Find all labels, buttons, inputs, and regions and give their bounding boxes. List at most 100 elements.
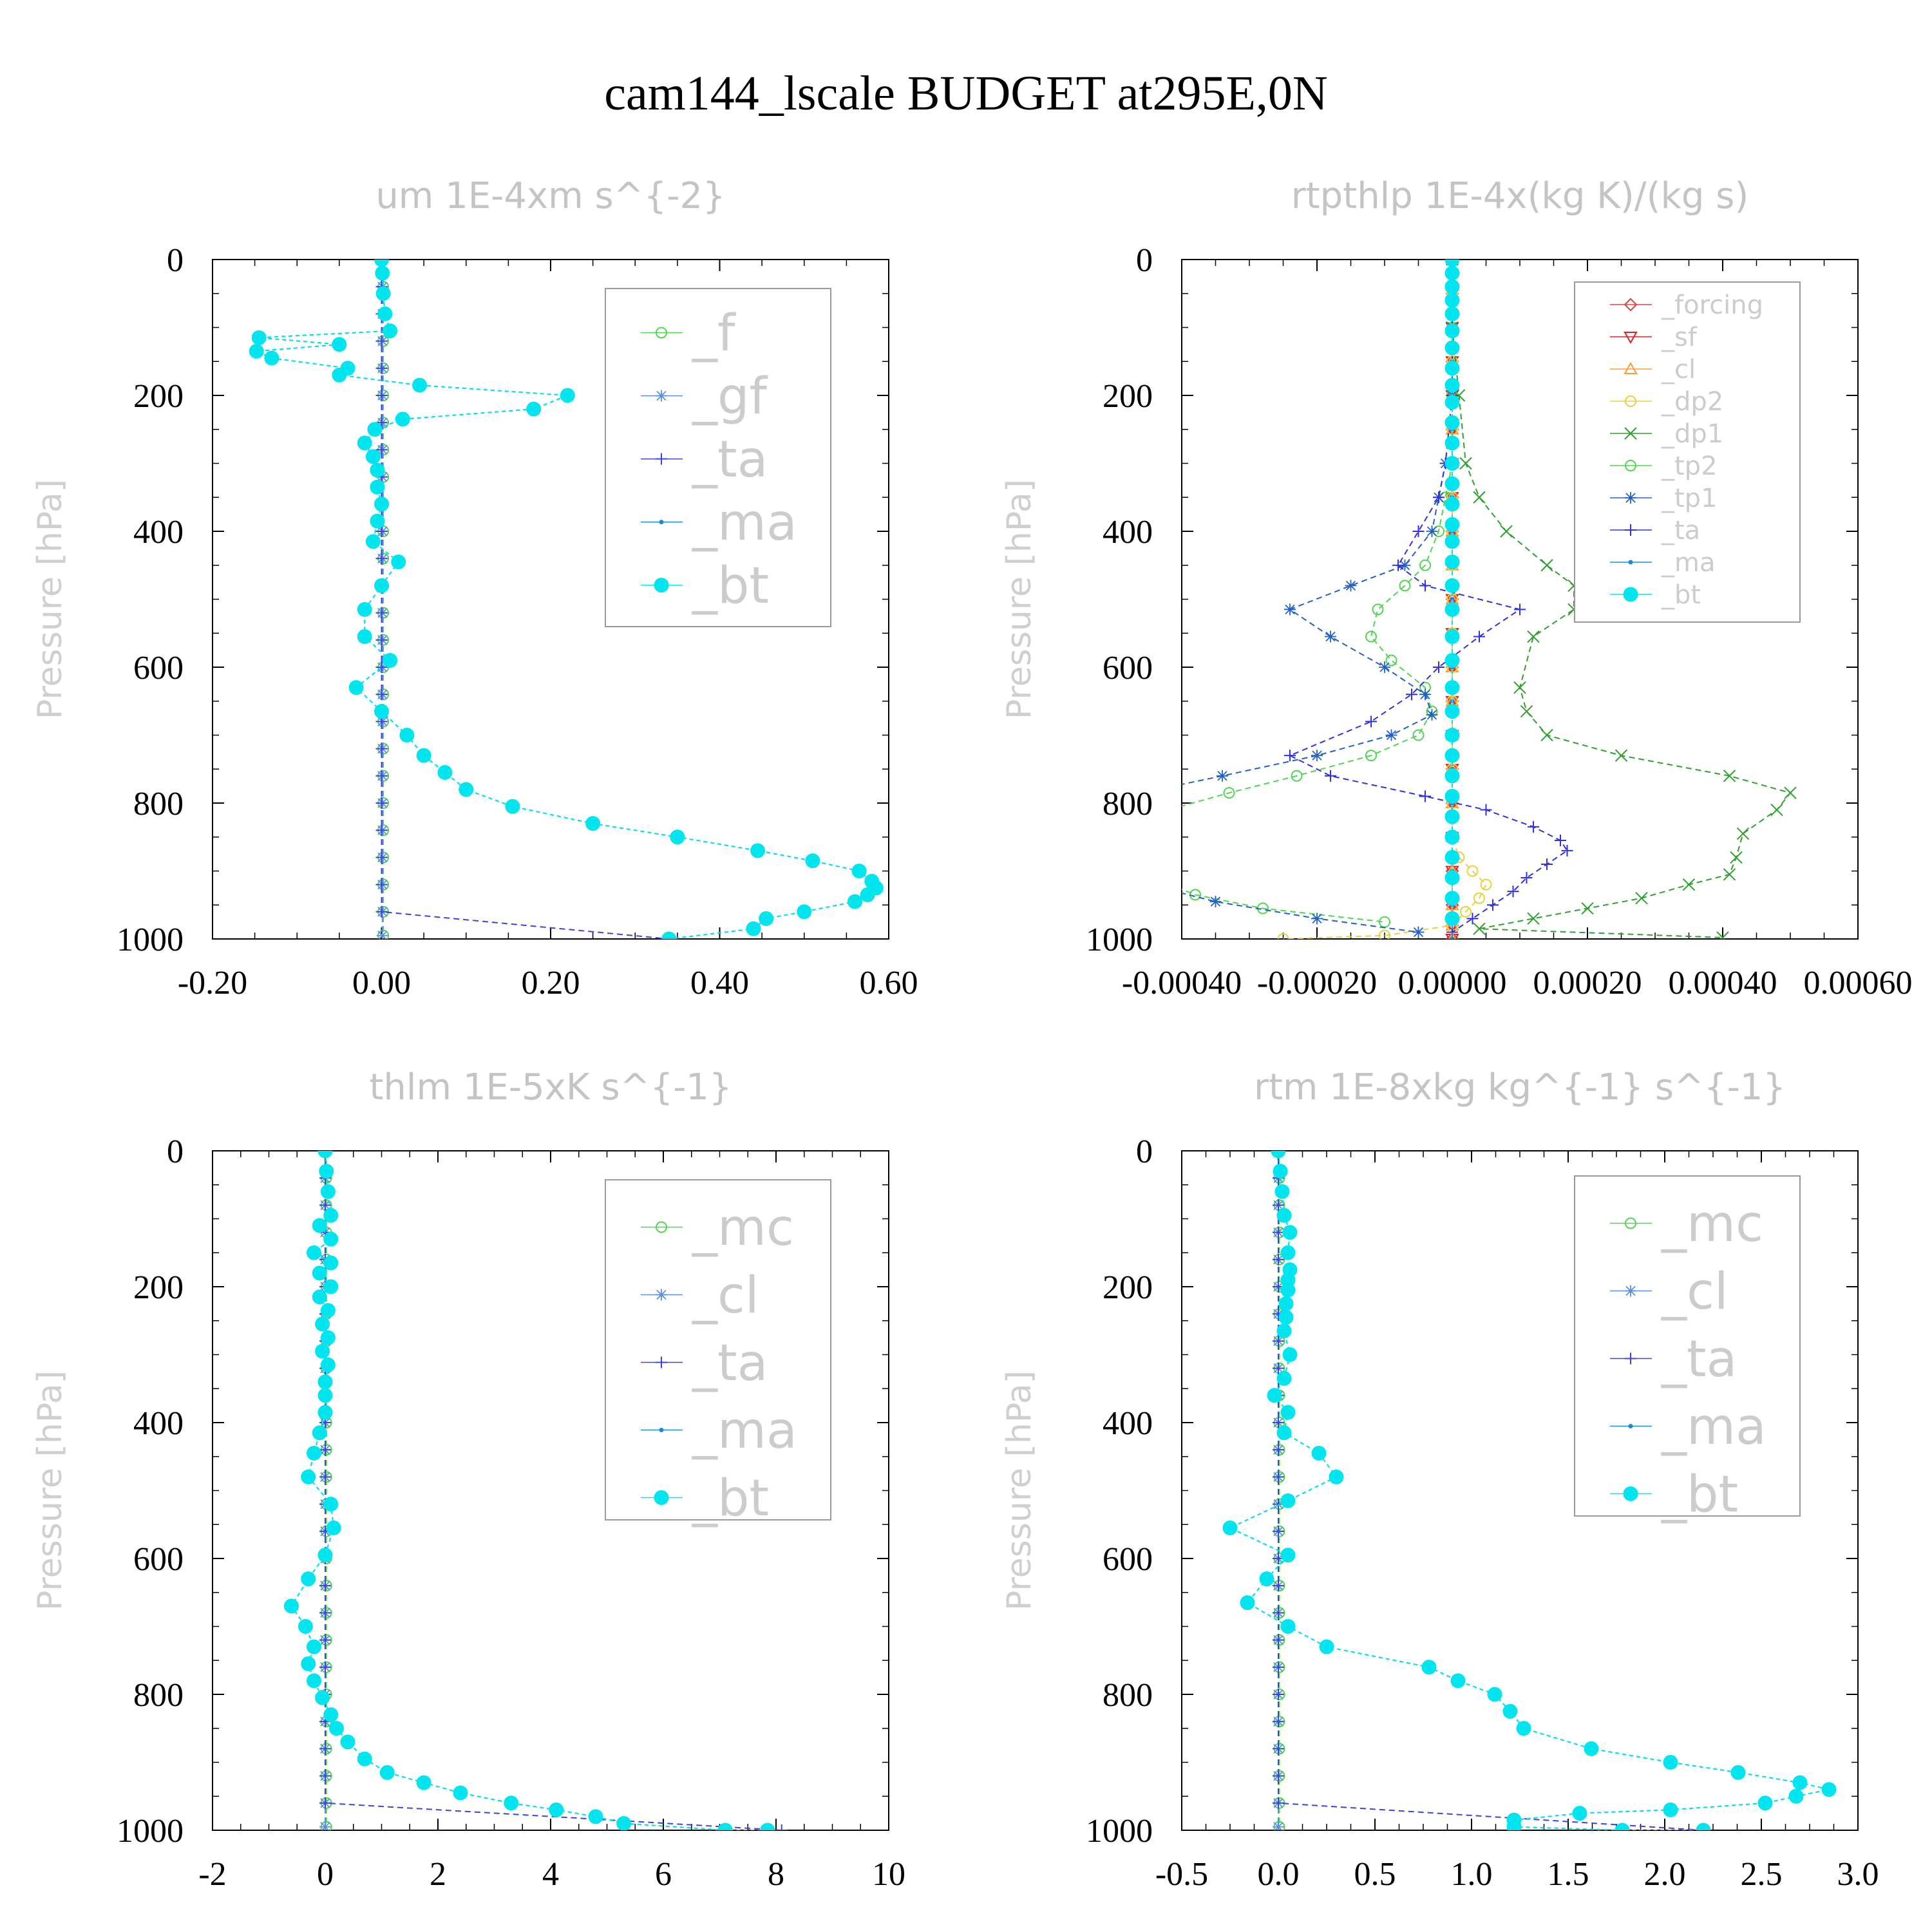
series-point-bt-15 <box>320 1357 336 1372</box>
x-tick-label: 0.00020 <box>1533 965 1642 1001</box>
series-point-bt-20 <box>307 1445 321 1461</box>
series-point-bt-35 <box>585 816 601 831</box>
series-point-bt-14 <box>1267 1388 1282 1403</box>
series-point-bt-8 <box>312 1265 327 1281</box>
legend-entry-ta: _ta <box>1610 516 1700 545</box>
series-point-ta-21 <box>1520 872 1533 884</box>
series-point-bt-11 <box>1444 435 1460 451</box>
series-point-ta-11 <box>319 1444 331 1456</box>
series-point-bt-10 <box>1278 1309 1294 1325</box>
series-point-bt-16 <box>1444 534 1460 549</box>
series-point-bt-16 <box>1276 1425 1292 1441</box>
y-tick-label: 200 <box>1103 378 1153 415</box>
series-point-bt-2 <box>1274 1184 1290 1199</box>
series-point-bt-4 <box>1444 306 1460 321</box>
x-tick-label: -0.00020 <box>1257 965 1377 1001</box>
series-point-ma-20 <box>1450 936 1455 939</box>
series-point-bt-26 <box>284 1598 299 1614</box>
legend-swatch-marker-0 <box>1625 1217 1636 1229</box>
series-point-dp2-20 <box>1480 878 1492 891</box>
series-point-bt-39 <box>504 1795 519 1811</box>
series-point-dp2-25 <box>1277 933 1289 939</box>
series-point-bt-15 <box>367 422 383 437</box>
series-point-tp2-10 <box>1385 654 1397 667</box>
series-point-bt-10 <box>332 367 347 383</box>
series-point-bt-25 <box>1444 748 1460 763</box>
legend-entry-ta: _ta <box>641 431 768 489</box>
series-point-ta-9 <box>1473 630 1485 643</box>
series-point-bt-14 <box>315 1343 330 1359</box>
series-point-bt-37 <box>1757 1795 1773 1811</box>
series-point-ta-2 <box>319 1199 331 1211</box>
x-tick-label: 2.0 <box>1644 1856 1686 1893</box>
series-point-bt-19 <box>1444 601 1460 617</box>
legend: _forcing _sf _cl _dp2_dp1_tp2 _tp1 _ta _ma_bt <box>1574 281 1801 623</box>
series-point-dp2-24 <box>1379 929 1390 939</box>
series-point-bt-36 <box>1788 1788 1804 1804</box>
series-point-ta-11 <box>1273 1444 1284 1456</box>
series-point-ta-18 <box>319 1634 331 1646</box>
series-point-bt-23 <box>326 1520 341 1536</box>
series-point-ta-7 <box>1419 580 1431 592</box>
series-point-tp2-13 <box>1412 729 1425 741</box>
y-tick-label: 600 <box>133 1541 184 1578</box>
x-tick-label: 0.00060 <box>1804 965 1913 1001</box>
legend-entry-sf: _sf <box>1610 323 1698 352</box>
series-point-ta-16 <box>319 1580 331 1592</box>
series-point-ta-4 <box>1433 491 1444 504</box>
y-tick-label: 1000 <box>1086 922 1153 958</box>
series-point-ta-14 <box>375 634 388 646</box>
legend-swatch-marker-0 <box>656 1289 667 1301</box>
series-point-bt-18 <box>1444 578 1460 593</box>
series-point-ta-18 <box>1273 1634 1284 1646</box>
series-point-bt-27 <box>383 652 398 668</box>
series-point-dp1-15 <box>1784 786 1797 799</box>
x-tick-label: -0.20 <box>178 965 247 1001</box>
series-point-bt-3 <box>323 1208 339 1223</box>
series-point-bt-15 <box>1280 1405 1296 1420</box>
series-point-ta-19 <box>375 770 388 782</box>
series-point-bt-31 <box>315 1690 330 1705</box>
series-point-bt-29 <box>374 704 389 719</box>
series-bt <box>249 260 884 939</box>
series-line-dp2 <box>1283 260 1487 939</box>
series-point-bt-24 <box>317 1548 333 1563</box>
series-point-dp1-4 <box>1473 491 1486 504</box>
series-point-ta-23 <box>1487 899 1499 911</box>
legend-label: _dp2 <box>1661 387 1723 417</box>
plot-area <box>249 260 884 939</box>
series-point-ta-3 <box>1273 1226 1284 1238</box>
series-point-bt-15 <box>1444 516 1460 532</box>
series-point-dp1-3 <box>1459 457 1472 470</box>
series-point-bt-22 <box>1259 1571 1274 1587</box>
series-point-bt-12 <box>560 388 575 403</box>
legend: _f_gf_ta_ma_bt <box>605 288 831 627</box>
legend-label: _sf <box>1661 323 1698 352</box>
series-point-bt-32 <box>323 1707 339 1723</box>
series-point-ta-18 <box>375 743 388 755</box>
legend-entry-tp2: _tp2 <box>1610 451 1718 481</box>
series-point-bt-45 <box>759 911 774 926</box>
series-point-bt-13 <box>1276 1370 1292 1386</box>
legend-label: _gf <box>692 368 768 426</box>
legend-swatch-marker-0 <box>1625 460 1636 471</box>
series-point-bt-10 <box>312 1289 327 1305</box>
series-point-bt-1 <box>319 1164 334 1179</box>
series-point-tp1-23 <box>1311 913 1323 925</box>
x-tick-label: 8 <box>768 1856 784 1893</box>
series-point-bt-24 <box>374 578 389 593</box>
figure-title: cam144_lscale BUDGET at295E,0N <box>604 66 1328 120</box>
series-point-bt-10 <box>1444 415 1460 430</box>
series-line-ta <box>381 260 669 939</box>
series-point-ta-23 <box>319 1770 331 1782</box>
series-point-ta-17 <box>1528 820 1539 833</box>
x-tick-label: 6 <box>655 1856 672 1893</box>
series-point-bt-23 <box>1240 1595 1255 1611</box>
legend-label: _ta <box>692 431 768 489</box>
legend-box <box>1574 1175 1801 1517</box>
x-tick-label: 2.5 <box>1741 1856 1783 1893</box>
series-bt <box>284 1151 775 1830</box>
series-point-bt-8 <box>264 350 279 366</box>
legend-label: _f <box>692 305 736 363</box>
